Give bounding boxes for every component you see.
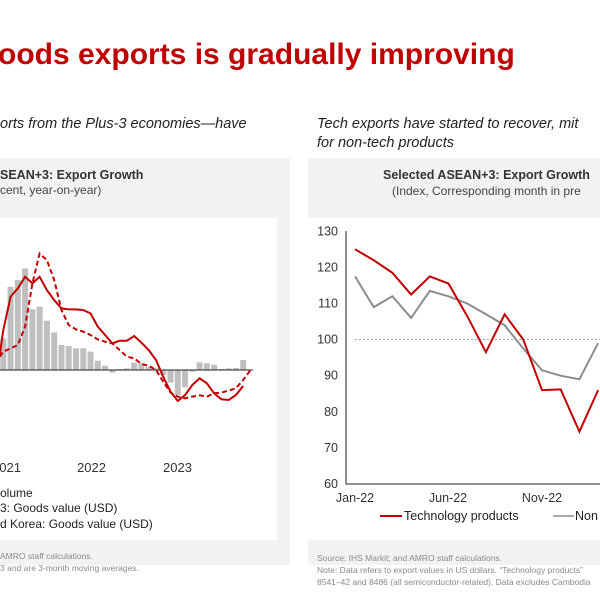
volume-bar xyxy=(65,346,72,370)
volume-bar xyxy=(0,338,7,370)
legend-china-korea-value: d Korea: Goods value (USD) xyxy=(0,517,153,531)
volume-bar xyxy=(7,286,14,370)
left-chart-unit: cent, year-on-year) xyxy=(0,183,102,197)
left-chart-title: SEAN+3: Export Growth xyxy=(0,168,144,182)
volume-bar xyxy=(14,280,21,370)
slide-title: oods exports is gradually improving xyxy=(0,38,515,71)
right-note-2: 8541–42 and 8486 (all semiconductor-rela… xyxy=(317,577,591,587)
volume-bar xyxy=(211,364,218,370)
volume-bar xyxy=(123,368,130,370)
volume-bar xyxy=(102,365,109,370)
legend-volume: olume xyxy=(0,486,33,500)
volume-bar xyxy=(43,320,50,370)
volume-bar xyxy=(240,360,247,370)
volume-bar xyxy=(225,368,232,370)
volume-bar xyxy=(189,370,196,372)
volume-bar xyxy=(203,363,210,370)
x-tick-label: 2023 xyxy=(163,460,192,475)
china-korea-goods-value-line xyxy=(0,251,252,400)
volume-bar xyxy=(196,362,203,370)
y-tick-label: 120 xyxy=(317,260,338,274)
left-subtitle: orts from the Plus-3 economies—have xyxy=(0,116,247,132)
volume-bar xyxy=(167,370,174,383)
y-tick-label: 110 xyxy=(318,297,338,311)
left-chart: 2021 2022 2023 xyxy=(0,251,253,475)
right-chart-title: Selected ASEAN+3: Export Growth xyxy=(383,168,590,182)
legend-nontech-label: Non xyxy=(575,509,598,523)
technology-products-line xyxy=(354,248,600,435)
y-tick-label: 100 xyxy=(317,333,338,347)
y-tick-label: 70 xyxy=(324,441,338,455)
volume-bar xyxy=(152,368,159,370)
x-tick-label: Jun-22 xyxy=(429,491,467,505)
legend-asean3-value: 3: Goods value (USD) xyxy=(0,501,118,515)
right-note-1: Note: Data refers to export values in US… xyxy=(317,565,583,575)
non-tech-line xyxy=(354,275,599,381)
volume-bar xyxy=(145,366,152,370)
y-tick-label: 60 xyxy=(324,477,338,491)
x-tick-label: 2021 xyxy=(0,460,21,475)
x-tick-label: Nov-22 xyxy=(522,491,562,505)
asean3-goods-value-line xyxy=(0,275,244,403)
right-source-note: Source: IHS Markit; and AMRO staff calcu… xyxy=(317,553,503,563)
volume-bar xyxy=(232,368,239,370)
right-subtitle-2: for non-tech products xyxy=(317,135,455,151)
left-source-note: AMRO staff calculations. xyxy=(0,551,93,561)
right-chart: 60 70 80 90 100 110 120 130 Jan-22 Jun-22 Nov-2… xyxy=(317,224,600,523)
x-tick-label: Jan-22 xyxy=(336,491,374,505)
y-tick-label: 90 xyxy=(324,369,338,383)
volume-bar xyxy=(29,309,36,370)
volume-bar xyxy=(36,306,43,370)
x-tick-label: 2022 xyxy=(77,460,106,475)
volume-bar xyxy=(109,370,116,373)
y-tick-label: 130 xyxy=(317,224,338,238)
right-chart-unit: (Index, Corresponding month in pre xyxy=(392,184,581,198)
left-note: 3 and are 3-month moving averages. xyxy=(0,563,139,573)
volume-bar xyxy=(87,351,94,370)
volume-bar xyxy=(94,360,101,370)
volume-bar xyxy=(138,363,145,370)
right-chart-area: 60 70 80 90 100 110 120 130 Jan-22 Jun-22 Nov-2… xyxy=(308,218,600,540)
volume-bar xyxy=(174,370,181,395)
left-chart-area: 2021 2022 2023 olume 3: Goods value (USD… xyxy=(0,218,277,540)
y-tick-label: 80 xyxy=(324,405,338,419)
volume-bar xyxy=(73,348,79,370)
volume-bar xyxy=(80,348,87,370)
volume-bar xyxy=(22,268,29,370)
volume-bar xyxy=(51,332,58,370)
volume-bar xyxy=(160,370,167,375)
volume-bar xyxy=(131,362,138,370)
right-subtitle-1: Tech exports have started to recover, mi… xyxy=(317,116,579,132)
legend-tech-label: Technology products xyxy=(404,509,519,523)
volume-bar xyxy=(58,345,65,370)
volume-bar xyxy=(182,370,189,388)
